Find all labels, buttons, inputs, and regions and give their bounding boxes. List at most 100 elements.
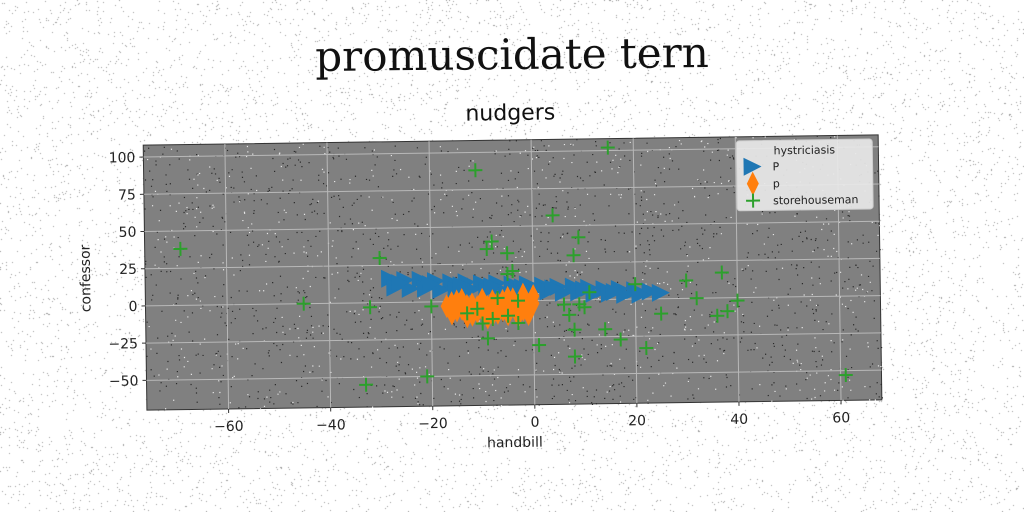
data-point [500, 246, 515, 261]
y-tick-label: −25 [108, 336, 138, 352]
legend-entry-2: storehouseman [746, 193, 859, 208]
data-point [475, 316, 490, 331]
data-point [562, 307, 577, 322]
data-point [720, 304, 735, 319]
data-point [486, 289, 499, 314]
tick-labels: −60 −40 −20 0 20 40 60 −50 −25 0 25 50 75 100 [108, 150, 850, 435]
data-point [582, 285, 597, 300]
data-point [468, 163, 483, 178]
y-tick-label: 75 [118, 187, 136, 203]
data-point [730, 293, 745, 308]
data-point [452, 276, 471, 295]
data-point [501, 308, 516, 323]
data-point [380, 269, 400, 288]
y-tick-label: 50 [119, 225, 137, 241]
legend-marker [746, 171, 759, 196]
data-point [173, 241, 188, 256]
data-point [600, 140, 615, 155]
data-point [372, 250, 387, 265]
series-layer [173, 140, 853, 392]
y-tick-label: 0 [128, 299, 137, 315]
y-gridline [145, 332, 881, 344]
data-point [639, 341, 654, 356]
data-point [483, 277, 502, 296]
data-point [450, 298, 463, 323]
data-point [605, 283, 624, 302]
data-point [500, 267, 515, 282]
data-point [532, 338, 547, 353]
data-point [391, 274, 410, 293]
data-point [527, 284, 540, 309]
legend-title: hystriciasis [774, 143, 836, 157]
data-point [651, 283, 670, 302]
data-point [484, 234, 499, 249]
x-axis-label: handbill [487, 435, 543, 452]
data-point [545, 208, 560, 223]
x-tick-label: 20 [628, 413, 646, 429]
data-point [485, 311, 500, 326]
data-point [490, 290, 505, 306]
data-point [628, 277, 643, 292]
y-tick-label: 100 [109, 150, 136, 166]
data-point [411, 270, 430, 289]
data-point [512, 303, 525, 328]
plot-group: −60 −40 −20 0 20 40 60 −50 −25 0 25 50 75 100 nudgers… [78, 100, 884, 452]
legend-label: p [773, 177, 780, 190]
series-2 [173, 140, 853, 392]
data-point [838, 368, 853, 383]
data-point [479, 242, 494, 257]
legend-entry-1: p [746, 171, 780, 196]
data-point [522, 301, 535, 326]
legend-box [735, 138, 874, 212]
x-gridline [224, 143, 230, 409]
x-tick-label: −20 [418, 416, 448, 432]
data-point [476, 298, 489, 323]
data-point [577, 300, 592, 315]
y-gridline [144, 220, 880, 232]
gridlines [143, 135, 882, 409]
x-gridline [326, 142, 332, 408]
data-point [679, 273, 694, 288]
y-axis-label: confessor [78, 244, 95, 312]
data-point [461, 293, 474, 318]
data-point [654, 306, 669, 321]
x-tick-label: −40 [316, 417, 346, 433]
chart-title: nudgers [465, 100, 555, 126]
data-point [613, 332, 628, 347]
data-point [689, 291, 704, 306]
data-point [710, 308, 725, 323]
x-gridline [428, 141, 434, 407]
legend-marker [743, 157, 762, 176]
y-tick-label: 25 [119, 262, 137, 278]
data-point [575, 280, 594, 299]
data-point [480, 331, 495, 346]
data-point [296, 296, 311, 311]
data-point [460, 306, 475, 321]
legend-entries: Pp storehouseman [743, 157, 859, 208]
x-gridline [734, 136, 740, 402]
data-point [567, 322, 582, 337]
data-point [511, 316, 526, 331]
data-point [511, 293, 526, 308]
data-point [359, 377, 374, 392]
data-point [470, 301, 485, 316]
y-tick-label: −50 [109, 373, 139, 389]
data-point [420, 369, 435, 384]
x-tick-label: −60 [214, 419, 244, 435]
x-gridline [530, 139, 536, 405]
y-gridline [144, 257, 880, 270]
y-gridline [146, 369, 882, 381]
data-point [421, 275, 441, 294]
legend-label: P [772, 160, 779, 173]
data-point [544, 279, 563, 298]
data-point [566, 248, 581, 263]
legend: hystriciasis Pp storehouseman [735, 138, 874, 212]
data-point [424, 299, 439, 314]
legend-marker [746, 193, 761, 208]
data-point [442, 273, 461, 292]
legend-entry-0: P [743, 157, 780, 176]
data-point [598, 322, 613, 337]
x-tick-label: 60 [832, 410, 850, 426]
legend-label: storehouseman [773, 193, 859, 207]
